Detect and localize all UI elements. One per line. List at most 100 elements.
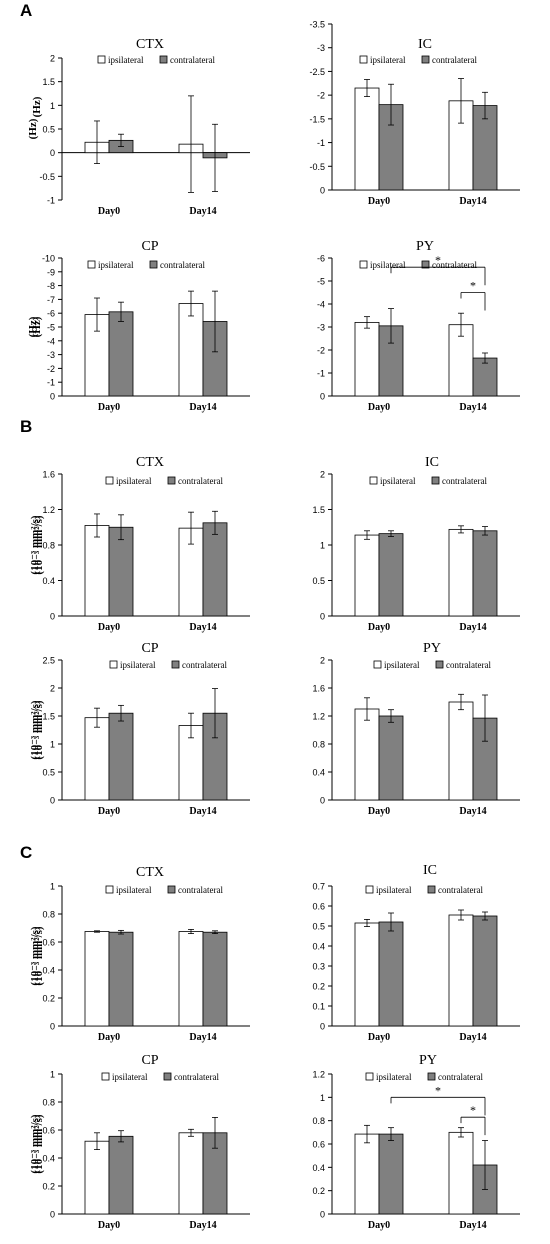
x-tick-label: Day14 bbox=[459, 196, 486, 207]
y-tick-label: 0.4 bbox=[42, 966, 55, 976]
y-tick-label: 0.6 bbox=[42, 938, 55, 948]
legend-swatch-contralateral bbox=[435, 660, 444, 669]
y-tick-label: 1.5 bbox=[312, 505, 325, 515]
legend-label: ipsilateral bbox=[384, 660, 420, 670]
y-tick-label: -2.5 bbox=[309, 67, 325, 77]
y-axis-label: (10⁻³ mm²/s) bbox=[29, 700, 41, 759]
x-tick-label: Day14 bbox=[189, 806, 216, 817]
x-tick-label: Day0 bbox=[98, 622, 120, 633]
legend-label: ipsilateral bbox=[370, 55, 406, 65]
bar-contralateral-Day14 bbox=[202, 931, 228, 1027]
y-tick-label: 0 bbox=[320, 1210, 325, 1220]
y-tick-label: -0.5 bbox=[39, 172, 55, 182]
bar-ipsilateral-Day14 bbox=[178, 931, 204, 1027]
panel-letter: B bbox=[20, 417, 32, 436]
y-tick-label: 1.2 bbox=[312, 1070, 325, 1080]
chart-title: CP bbox=[141, 641, 158, 656]
y-tick-label: -4 bbox=[47, 336, 55, 346]
chart-title: IC bbox=[418, 37, 432, 52]
y-tick-label: 0.8 bbox=[312, 740, 325, 750]
x-tick-label: Day14 bbox=[189, 1032, 216, 1043]
y-tick-label: 0.8 bbox=[42, 541, 55, 551]
bar-contralateral-Day14 bbox=[202, 522, 228, 617]
chart-title: CP bbox=[141, 1053, 158, 1068]
x-tick-label: Day0 bbox=[368, 1220, 390, 1231]
legend-swatch-contralateral bbox=[171, 660, 180, 669]
y-tick-label: -1 bbox=[47, 196, 55, 206]
bar-ipsilateral-Day0 bbox=[354, 87, 380, 191]
bar-ipsilateral-Day14 bbox=[448, 1131, 474, 1215]
legend-label: contralateral bbox=[438, 885, 483, 895]
y-tick-label: 0.6 bbox=[312, 902, 325, 912]
legend-label: ipsilateral bbox=[370, 260, 406, 270]
y-tick-label: 0 bbox=[50, 796, 55, 806]
bar-contralateral-Day14 bbox=[472, 105, 498, 191]
y-axis-label: (10⁻³ mm²/s) bbox=[33, 1114, 45, 1173]
legend-label: contralateral bbox=[174, 1072, 219, 1082]
bar-contralateral-Day0 bbox=[108, 931, 134, 1027]
y-tick-label: -3 bbox=[317, 43, 325, 53]
legend-swatch-ipsilateral bbox=[373, 660, 382, 669]
y-tick-label: 1.2 bbox=[42, 505, 55, 515]
bar-ipsilateral-Day14 bbox=[448, 701, 474, 801]
legend-label: ipsilateral bbox=[116, 476, 152, 486]
bar-ipsilateral-Day0 bbox=[354, 708, 380, 801]
chart-title: CP bbox=[141, 239, 158, 254]
y-axis-label: (10⁻³ mm²/s) bbox=[29, 926, 41, 985]
bar-contralateral-Day0 bbox=[378, 715, 404, 801]
y-tick-label: -0.5 bbox=[309, 162, 325, 172]
x-tick-label: Day14 bbox=[459, 1032, 486, 1043]
y-tick-label: 0.2 bbox=[312, 1186, 325, 1196]
x-tick-label: Day0 bbox=[98, 402, 120, 413]
y-tick-label: -1.5 bbox=[309, 114, 325, 124]
y-tick-label: 1 bbox=[50, 882, 55, 892]
y-axis-label: (10⁻³ mm²/s) bbox=[33, 926, 45, 985]
y-tick-label: -6 bbox=[317, 254, 325, 264]
bar-contralateral-Day14 bbox=[472, 357, 498, 397]
legend-label: contralateral bbox=[182, 660, 227, 670]
legend-swatch-contralateral bbox=[167, 476, 176, 485]
legend-swatch-ipsilateral bbox=[105, 476, 114, 485]
y-tick-label: -5 bbox=[317, 277, 325, 287]
bar-contralateral-Day0 bbox=[108, 311, 134, 397]
legend-swatch-contralateral bbox=[421, 55, 430, 64]
chart-title: CTX bbox=[136, 37, 164, 52]
y-tick-label: -7 bbox=[47, 295, 55, 305]
y-tick-label: 2.5 bbox=[42, 656, 55, 666]
bar-contralateral-Day0 bbox=[108, 1135, 134, 1215]
y-axis-label: (Hz) bbox=[31, 96, 43, 117]
bar-ipsilateral-Day0 bbox=[84, 525, 110, 617]
y-axis-label: (Hz) bbox=[27, 118, 39, 139]
y-tick-label: -6 bbox=[47, 309, 55, 319]
legend-label: contralateral bbox=[432, 55, 477, 65]
y-tick-label: -2 bbox=[317, 346, 325, 356]
legend-label: contralateral bbox=[178, 885, 223, 895]
legend-label: ipsilateral bbox=[376, 1072, 412, 1082]
chart-title: IC bbox=[423, 863, 437, 878]
y-tick-label: 0.5 bbox=[42, 125, 55, 135]
bar-ipsilateral-Day0 bbox=[84, 717, 110, 801]
bar-ipsilateral-Day14 bbox=[178, 1132, 204, 1215]
legend-swatch-contralateral bbox=[427, 885, 436, 894]
y-tick-label: -2 bbox=[317, 91, 325, 101]
bar-contralateral-Day0 bbox=[378, 921, 404, 1027]
y-tick-label: 0.5 bbox=[312, 576, 325, 586]
legend-swatch-ipsilateral bbox=[105, 885, 114, 894]
y-tick-label: 0.1 bbox=[312, 1002, 325, 1012]
legend-swatch-ipsilateral bbox=[365, 885, 374, 894]
y-tick-label: 1.6 bbox=[42, 470, 55, 480]
legend-swatch-contralateral bbox=[167, 885, 176, 894]
y-tick-label: 0.7 bbox=[312, 882, 325, 892]
x-tick-label: Day0 bbox=[368, 1032, 390, 1043]
legend-label: ipsilateral bbox=[116, 885, 152, 895]
bar-contralateral-Day0 bbox=[108, 526, 134, 617]
legend-swatch-contralateral bbox=[427, 1072, 436, 1081]
y-tick-label: 0.8 bbox=[42, 1098, 55, 1108]
significance-star: * bbox=[435, 253, 441, 267]
bar-contralateral-Day14 bbox=[472, 915, 498, 1027]
y-tick-label: 0 bbox=[50, 392, 55, 402]
legend-label: contralateral bbox=[178, 476, 223, 486]
y-tick-label: 1.2 bbox=[312, 712, 325, 722]
legend-label: ipsilateral bbox=[98, 260, 134, 270]
